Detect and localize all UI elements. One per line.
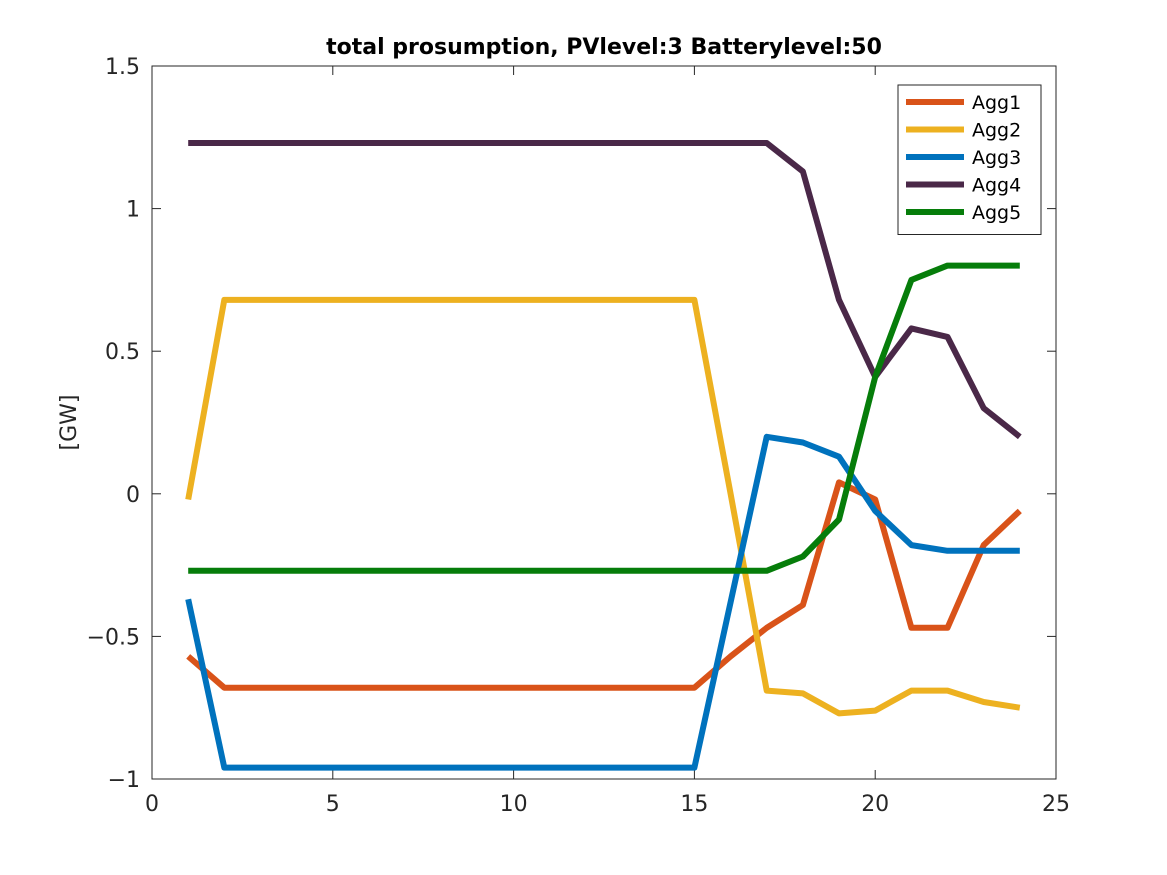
data-series bbox=[185, 140, 1022, 771]
legend-label-agg1: Agg1 bbox=[972, 92, 1021, 114]
y-tick-label: 0.5 bbox=[105, 340, 140, 365]
legend-label-agg4: Agg4 bbox=[972, 175, 1021, 197]
y-axis-label: [GW] bbox=[57, 395, 82, 451]
axis-tick-labels: 0 5 10 15 20 25 −1 −0.5 0 0.5 1 1.5 bbox=[87, 55, 1070, 817]
y-tick-label: 1 bbox=[126, 198, 140, 223]
x-tick-label: 5 bbox=[326, 792, 340, 817]
x-tick-label: 0 bbox=[145, 792, 159, 817]
series-line-agg2 bbox=[185, 296, 1021, 717]
chart-title: total prosumption, PVlevel:3 Batteryleve… bbox=[326, 35, 882, 60]
legend: Agg1 Agg2 Agg3 Agg4 Agg5 bbox=[897, 84, 1042, 235]
legend-label-agg2: Agg2 bbox=[972, 120, 1021, 142]
x-tick-label: 15 bbox=[680, 792, 708, 817]
x-tick-label: 20 bbox=[861, 792, 889, 817]
series-line-agg3 bbox=[185, 433, 1020, 771]
axis-ticks bbox=[151, 65, 1057, 780]
y-tick-label: −1 bbox=[108, 768, 140, 793]
x-tick-label: 10 bbox=[500, 792, 528, 817]
y-tick-label: 0 bbox=[126, 483, 140, 508]
y-tick-label: −0.5 bbox=[87, 625, 140, 650]
legend-label-agg3: Agg3 bbox=[972, 147, 1021, 169]
legend-label-agg5: Agg5 bbox=[972, 202, 1021, 224]
series-line-agg5 bbox=[188, 262, 1020, 574]
y-tick-label: 1.5 bbox=[105, 55, 140, 80]
series-line-agg1 bbox=[186, 479, 1022, 691]
x-tick-label: 25 bbox=[1042, 792, 1070, 817]
